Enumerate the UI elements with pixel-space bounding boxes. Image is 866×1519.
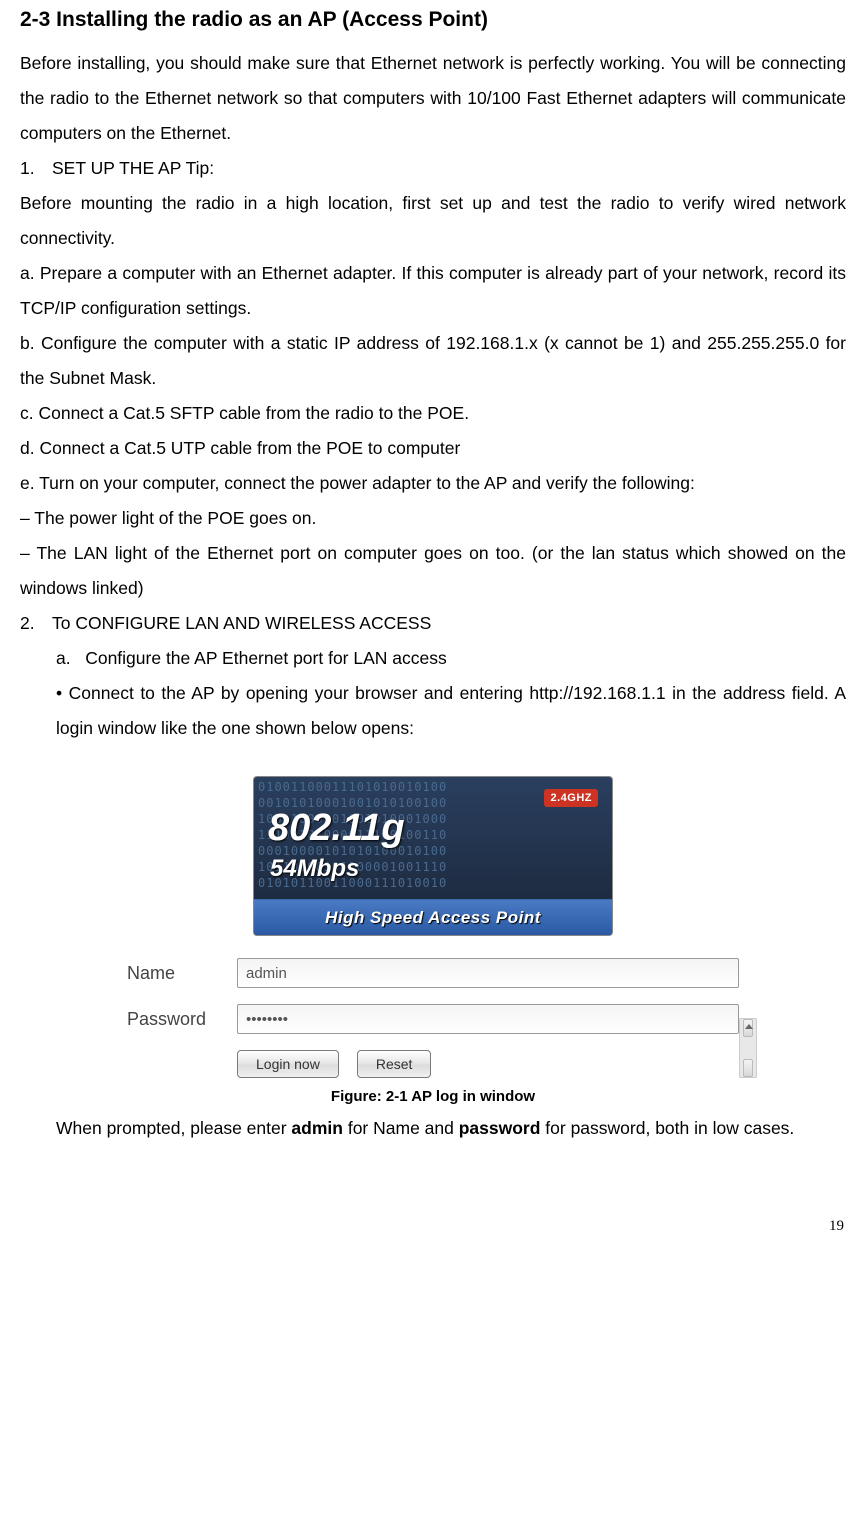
sub-item-a: a. Configure the AP Ethernet port for LA…: [20, 641, 846, 676]
banner-badge: 2.4GHZ: [544, 789, 598, 807]
text-segment: for Name and: [343, 1118, 459, 1138]
intro-paragraph: Before installing, you should make sure …: [20, 46, 846, 151]
login-figure: 01001100011101010010100 0010101000100101…: [113, 776, 753, 1078]
bold-password: password: [459, 1118, 541, 1138]
text-segment: When prompted, please enter: [56, 1118, 291, 1138]
name-input[interactable]: [237, 958, 739, 988]
reset-button[interactable]: Reset: [357, 1050, 432, 1078]
bold-admin: admin: [291, 1118, 343, 1138]
login-banner: 01001100011101010010100 0010101000100101…: [253, 776, 613, 936]
dash-item-2: – The LAN light of the Ethernet port on …: [20, 536, 846, 606]
list-text: To CONFIGURE LAN AND WIRELESS ACCESS: [52, 613, 431, 633]
tip-paragraph: Before mounting the radio in a high loca…: [20, 186, 846, 256]
list-item-2: 2.To CONFIGURE LAN AND WIRELESS ACCESS: [20, 606, 846, 641]
list-item-1: 1.SET UP THE AP Tip:: [20, 151, 846, 186]
password-row: Password: [127, 1004, 739, 1034]
password-input[interactable]: [237, 1004, 739, 1034]
scroll-down-icon: [745, 1067, 753, 1072]
step-b: b. Configure the computer with a static …: [20, 326, 846, 396]
name-row: Name: [127, 958, 739, 988]
list-text: SET UP THE AP Tip:: [52, 158, 214, 178]
banner-strip-text: High Speed Access Point: [254, 899, 612, 935]
scrollbar[interactable]: [739, 1018, 757, 1078]
list-number: 2.: [20, 606, 52, 641]
step-e: e. Turn on your computer, connect the po…: [20, 466, 846, 501]
button-row: Login now Reset: [237, 1050, 753, 1078]
scroll-up-icon: [745, 1024, 753, 1029]
dash-item-1: – The power light of the POE goes on.: [20, 501, 846, 536]
text-segment: for password, both in low cases.: [540, 1118, 794, 1138]
banner-main-text: 802.11g: [268, 807, 405, 850]
login-button[interactable]: Login now: [237, 1050, 339, 1078]
figure-caption: Figure: 2-1 AP log in window: [20, 1088, 846, 1105]
post-figure-paragraph: When prompted, please enter admin for Na…: [20, 1111, 846, 1146]
banner-sub-text: 54Mbps: [270, 855, 359, 883]
password-label: Password: [127, 1009, 237, 1030]
name-label: Name: [127, 963, 237, 984]
list-number: 1.: [20, 151, 52, 186]
sub-text: Configure the AP Ethernet port for LAN a…: [85, 648, 447, 668]
step-d: d. Connect a Cat.5 UTP cable from the PO…: [20, 431, 846, 466]
step-c: c. Connect a Cat.5 SFTP cable from the r…: [20, 396, 846, 431]
sub-letter: a.: [56, 648, 71, 668]
section-heading: 2-3 Installing the radio as an AP (Acces…: [20, 8, 846, 32]
page-number: 19: [20, 1218, 846, 1235]
step-a: a. Prepare a computer with an Ethernet a…: [20, 256, 846, 326]
bullet-connect: • Connect to the AP by opening your brow…: [20, 676, 846, 746]
